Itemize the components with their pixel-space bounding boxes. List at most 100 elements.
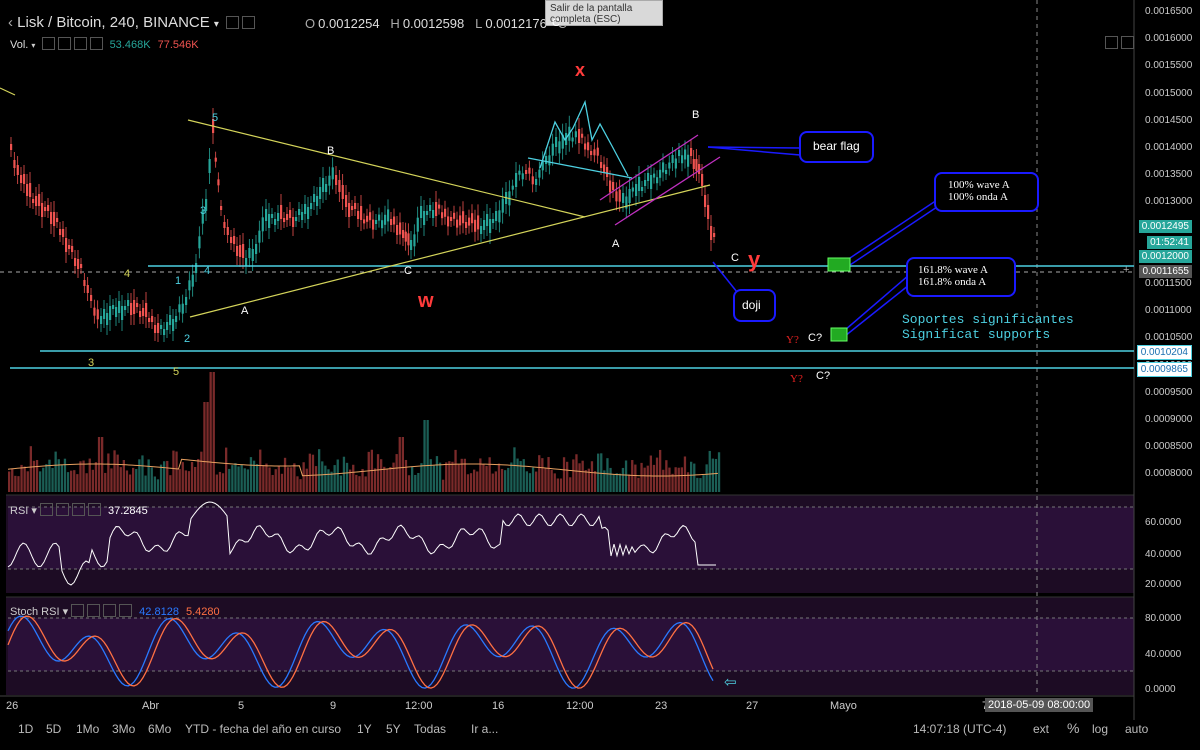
candle-body [166, 322, 169, 330]
add-icon[interactable] [71, 503, 85, 516]
wave-a-1618-text: 161.8% wave A 161.8% onda A [918, 264, 988, 288]
volume-bar [448, 461, 451, 492]
volume-bar [618, 473, 621, 492]
candle-body [16, 165, 19, 175]
candle-body [83, 280, 86, 286]
close-icon[interactable] [89, 37, 103, 50]
volume-bar [649, 455, 652, 492]
volume-bar [280, 473, 284, 492]
volume-bar [510, 462, 513, 492]
volume-bar [429, 459, 432, 492]
range-button[interactable]: 6Mo [148, 722, 172, 736]
volume-bar [373, 468, 377, 492]
rsi-legend[interactable]: RSI ▾ 37.2845 [10, 503, 148, 517]
chevron-down-icon[interactable]: ▾ [213, 19, 219, 30]
range-button[interactable]: 1Mo [76, 722, 100, 736]
auto-scale-toggle[interactable]: auto [1125, 722, 1149, 736]
volume-bar [116, 454, 119, 492]
candle-body [169, 315, 172, 325]
percent-scale-toggle[interactable]: % [1067, 720, 1080, 736]
range-button[interactable]: 3Mo [112, 722, 136, 736]
range-button[interactable]: 1D [18, 722, 34, 736]
wave-y-label: y [748, 247, 761, 272]
candle-body [438, 204, 441, 209]
volume-bar [386, 468, 389, 492]
volume-bar [299, 479, 302, 492]
close-icon[interactable] [119, 604, 133, 617]
volume-bar [708, 450, 711, 492]
candle-body [289, 210, 292, 218]
candle-body [223, 222, 226, 228]
candle-body [429, 205, 432, 211]
ext-hours-toggle[interactable]: ext [1033, 722, 1050, 736]
candle-body [157, 323, 160, 333]
volume-bar [249, 457, 253, 492]
candle-body [230, 237, 233, 243]
settings-icon[interactable] [57, 37, 71, 50]
time-tick: 23 [655, 700, 668, 712]
hide-icon[interactable] [242, 16, 256, 29]
time-tick: Mayo [830, 700, 857, 712]
candle-body [622, 193, 625, 203]
add-icon[interactable] [103, 604, 117, 617]
range-button[interactable]: YTD - fecha del año en curso [185, 722, 342, 736]
price-tick: 0.0009500 [1145, 386, 1193, 398]
candle-body [420, 206, 423, 218]
wave-label: B [692, 109, 700, 121]
time-tick: 16 [492, 700, 505, 712]
volume-bar [256, 464, 259, 492]
volume-bar [234, 463, 237, 492]
countdown-tag: 01:52:41 [1147, 236, 1192, 249]
candle-body [450, 217, 453, 221]
volume-bar [342, 456, 346, 492]
volume-bar [110, 468, 113, 492]
add-alert-icon[interactable]: + [1123, 264, 1130, 276]
candle-body [378, 214, 381, 221]
close-icon[interactable] [87, 503, 101, 516]
goto-date-button[interactable]: Ir a... [471, 722, 499, 736]
eye-icon[interactable] [71, 604, 85, 617]
candle-body [678, 150, 681, 156]
range-button[interactable]: 5Y [386, 722, 401, 736]
settings-icon[interactable] [55, 503, 69, 516]
settings-icon[interactable] [87, 604, 101, 617]
volume-bar [634, 464, 637, 492]
candle-body [304, 204, 307, 214]
pane-controls[interactable] [1102, 34, 1134, 52]
volume-bar [138, 459, 141, 492]
candle-body [581, 133, 584, 138]
volume-bar [668, 467, 671, 492]
range-button[interactable]: 1Y [357, 722, 372, 736]
candle-body [535, 179, 538, 185]
rsi-tick: 40.0000 [1145, 549, 1182, 560]
symbol-title[interactable]: ‹ Lisk / Bitcoin, 240, BINANCE ▾ [8, 14, 256, 31]
volume-bar [398, 437, 401, 492]
eye-icon[interactable] [39, 503, 53, 516]
range-button[interactable]: 5D [46, 722, 62, 736]
price-tick: 0.0015000 [1145, 87, 1193, 99]
candle-body [656, 177, 659, 184]
volume-bar [401, 437, 404, 492]
volume-bar [231, 465, 234, 492]
range-button[interactable]: Todas [414, 722, 447, 736]
volume-bar [181, 462, 184, 492]
maximize-icon[interactable] [1105, 36, 1118, 49]
candle-body [201, 209, 204, 224]
minimize-icon[interactable] [1121, 36, 1134, 49]
volume-bar [339, 475, 342, 492]
volume-bar [51, 468, 54, 492]
price-tick: 0.0013500 [1145, 169, 1193, 181]
candle-body [20, 175, 23, 183]
eye-icon[interactable] [41, 37, 55, 50]
volume-bar [159, 464, 163, 492]
settings-icon[interactable] [226, 16, 240, 29]
candle-body [292, 217, 295, 227]
log-scale-toggle[interactable]: log [1092, 722, 1109, 736]
candle-body [214, 157, 217, 162]
stoch-legend[interactable]: Stoch RSI ▾ 42.8128 5.4280 [10, 604, 220, 618]
collapse-icon[interactable]: ‹ [8, 14, 13, 31]
volume-legend[interactable]: Vol. ▾ 53.468K 77.546K [10, 37, 199, 51]
add-icon[interactable] [73, 37, 87, 50]
candle-body [261, 217, 264, 232]
